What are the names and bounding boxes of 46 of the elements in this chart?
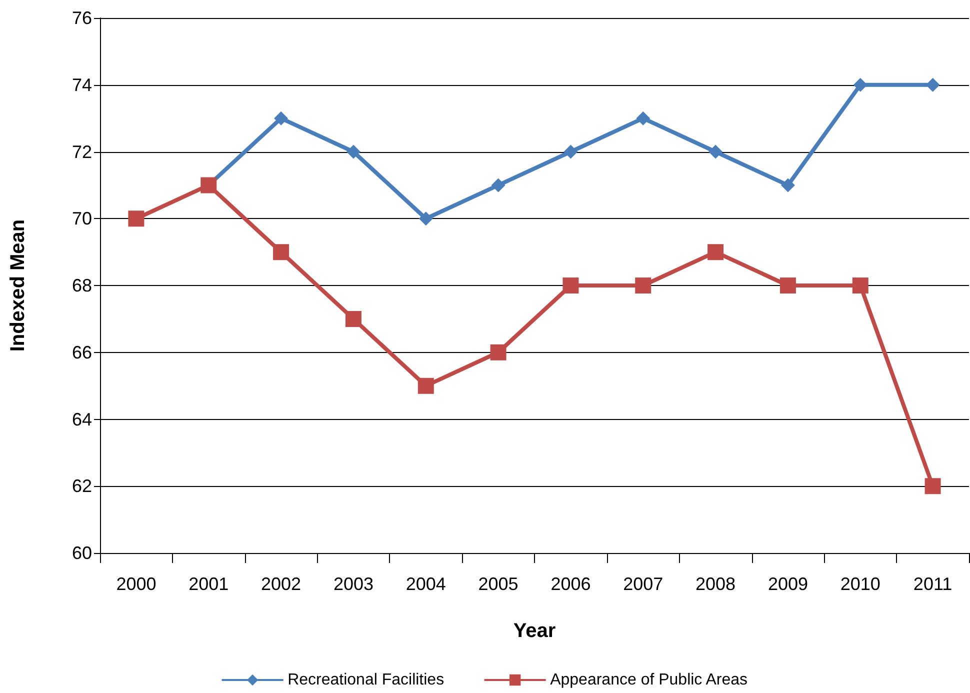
y-tick-label: 62: [72, 476, 92, 496]
point: [491, 178, 506, 192]
point: [273, 244, 290, 260]
point: [926, 78, 940, 92]
point: [636, 111, 650, 126]
point: [708, 144, 723, 159]
x-axis-title: Year: [513, 620, 556, 642]
point: [780, 278, 796, 294]
x-tick-label: 2001: [188, 574, 229, 594]
x-tick-label: 2008: [696, 574, 736, 594]
x-tick-label: 2010: [840, 574, 880, 594]
y-tick-label: 72: [72, 142, 92, 162]
x-tick-label: 2004: [406, 574, 446, 594]
legend-label: Recreational Facilities: [288, 672, 444, 688]
point: [635, 278, 652, 294]
point: [853, 78, 868, 92]
y-tick-label: 64: [72, 409, 92, 430]
x-tick-label: 2005: [478, 574, 518, 594]
x-tick-label: 2003: [333, 574, 374, 594]
point: [924, 478, 941, 494]
y-tick-label: 60: [72, 543, 92, 563]
x-tick-label: 2009: [768, 574, 808, 594]
x-tick-label: 2002: [261, 574, 302, 594]
y-axis-title: Indexed Mean: [7, 219, 29, 352]
point: [780, 178, 795, 192]
point: [274, 111, 288, 126]
point: [345, 310, 362, 327]
y-tick-label: 68: [72, 276, 92, 296]
x-tick-label: 2006: [550, 574, 591, 594]
point: [346, 144, 360, 159]
point: [564, 144, 578, 159]
legend-label: Appearance of Public Areas: [550, 672, 748, 688]
point: [418, 378, 434, 394]
x-tick-label: 2000: [116, 574, 156, 594]
y-tick-label: 66: [72, 342, 92, 362]
point: [852, 278, 868, 294]
point: [562, 278, 579, 294]
y-tick-label: 70: [72, 208, 92, 229]
x-tick-label: 2007: [623, 574, 664, 594]
point: [708, 244, 724, 260]
point: [128, 210, 144, 227]
y-tick-label: 74: [72, 74, 92, 95]
x-tick-label: 2011: [913, 574, 952, 594]
y-tick-label: 76: [72, 8, 92, 28]
point: [490, 344, 506, 360]
point: [418, 212, 433, 226]
